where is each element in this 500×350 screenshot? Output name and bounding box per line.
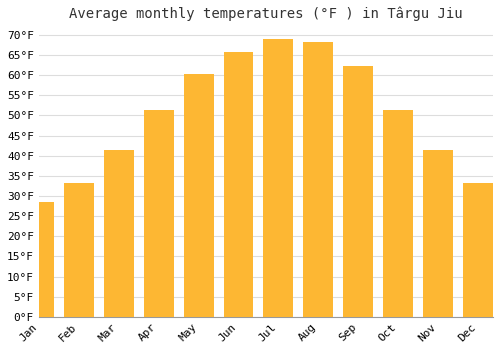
Bar	[144, 110, 174, 317]
Bar	[224, 52, 254, 317]
Bar	[104, 150, 134, 317]
Bar	[383, 110, 413, 317]
Bar	[24, 202, 54, 317]
Bar	[423, 150, 453, 317]
Bar	[344, 66, 374, 317]
Title: Average monthly temperatures (°F ) in Târgu Jiu: Average monthly temperatures (°F ) in Tâ…	[69, 7, 462, 21]
Bar	[463, 183, 493, 317]
Bar	[264, 39, 294, 317]
Bar	[304, 42, 334, 317]
Bar	[64, 183, 94, 317]
Bar	[184, 74, 214, 317]
